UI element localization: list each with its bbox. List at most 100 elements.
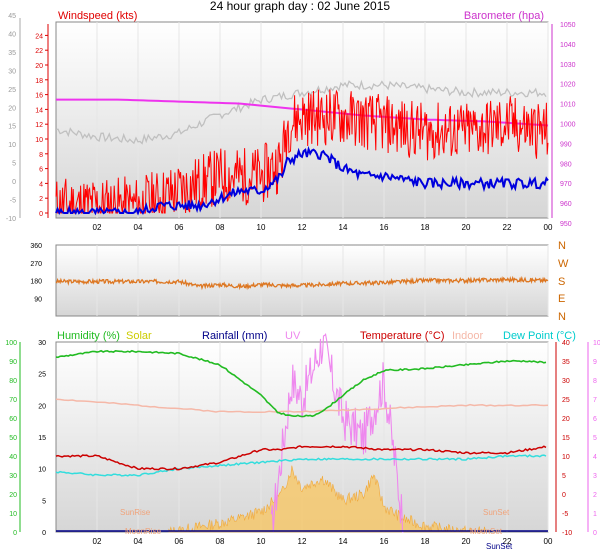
- x-tick-label: 10: [257, 223, 266, 232]
- series-line-humidity: [55, 349, 547, 418]
- barometer-tick: 960: [560, 201, 572, 208]
- series-line-uv: [270, 333, 404, 533]
- windspeed-tick: 14: [35, 107, 43, 114]
- windspeed-tick: 8: [39, 152, 43, 159]
- windspeed-tick: 24: [35, 33, 43, 40]
- outer-axis-tick: 15: [8, 124, 16, 131]
- humidity-tick: 40: [9, 454, 17, 461]
- left-tick: 5: [42, 498, 46, 505]
- page-title: 24 hour graph day : 02 June 2015: [209, 0, 391, 13]
- x-tick-label: 16: [380, 223, 389, 232]
- left-tick: 10: [38, 467, 46, 474]
- x-tick-label: 12: [298, 223, 307, 232]
- x-tick-label: 22: [503, 223, 512, 232]
- outer-axis-tick: 0: [12, 179, 16, 186]
- uv-tick: 8: [593, 378, 597, 385]
- barometer-tick: 1050: [560, 22, 576, 29]
- barometer-tick: 1000: [560, 121, 576, 128]
- temperature-tick: 25: [562, 397, 570, 404]
- sun-moon-annotation: SunSet: [486, 542, 513, 551]
- outer-axis-tick: -10: [6, 216, 16, 223]
- x-tick-label: 16: [380, 537, 389, 546]
- x-tick-label: 20: [462, 223, 471, 232]
- legend-entry: Solar: [126, 330, 152, 342]
- compass-label: W: [558, 258, 569, 270]
- temperature-tick: -10: [562, 530, 572, 537]
- temperature-tick: -5: [562, 511, 568, 518]
- humidity-tick: 70: [9, 397, 17, 404]
- x-tick-label: 08: [216, 223, 225, 232]
- humidity-tick: 30: [9, 473, 17, 480]
- barometer-tick: 1030: [560, 62, 576, 69]
- outer-axis-tick: 5: [12, 161, 16, 168]
- outer-axis-tick: 10: [8, 142, 16, 149]
- humidity-tick: 20: [9, 492, 17, 499]
- series-line-grey: [55, 79, 547, 145]
- humidity-tick: 10: [9, 511, 17, 518]
- legend-entry: Rainfall (mm): [202, 330, 267, 342]
- barometer-tick: 1020: [560, 82, 576, 89]
- temperature-tick: 20: [562, 416, 570, 423]
- sun-moon-annotation: MoonRise: [125, 527, 162, 536]
- x-tick-label: 02: [93, 223, 102, 232]
- outer-axis-tick: 45: [8, 13, 16, 20]
- x-tick-label: 14: [339, 537, 348, 546]
- sun-moon-annotation: MoonSet: [470, 527, 503, 536]
- uv-tick: 7: [593, 397, 597, 404]
- windspeed-tick: 20: [35, 63, 43, 70]
- temperature-tick: 5: [562, 473, 566, 480]
- temperature-tick: 40: [562, 340, 570, 347]
- direction-tick: 360: [30, 243, 42, 250]
- left-tick: 30: [38, 340, 46, 347]
- compass-label: N: [558, 311, 566, 323]
- barometer-tick: 970: [560, 181, 572, 188]
- x-tick-label: 20: [462, 537, 471, 546]
- left-tick: 20: [38, 403, 46, 410]
- uv-tick: 1: [593, 511, 597, 518]
- humidity-tick: 80: [9, 378, 17, 385]
- legend-entry: Indoor: [452, 330, 484, 342]
- x-tick-label: 12: [298, 537, 307, 546]
- left-tick: 15: [38, 435, 46, 442]
- temperature-tick: 0: [562, 492, 566, 499]
- left-tick: 0: [42, 530, 46, 537]
- series-line-temperature: [55, 445, 547, 471]
- windspeed-tick: 16: [35, 93, 43, 100]
- series-area-solar: [168, 465, 486, 534]
- x-tick-label: 10: [257, 537, 266, 546]
- barometer-axis-title: Barometer (hpa): [464, 10, 544, 22]
- compass-label: E: [558, 293, 565, 305]
- direction-tick: 270: [30, 261, 42, 268]
- uv-tick: 10: [593, 340, 600, 347]
- legend-entry: Humidity (%): [57, 330, 120, 342]
- sun-moon-annotation: SunSet: [483, 508, 510, 517]
- x-tick-label: 00: [544, 223, 553, 232]
- humidity-tick: 90: [9, 359, 17, 366]
- series-line-dewpoint: [55, 454, 547, 477]
- outer-axis-tick: 20: [8, 105, 16, 112]
- legend-entry: Dew Point (°C): [503, 330, 576, 342]
- left-tick: 25: [38, 372, 46, 379]
- x-tick-label: 06: [175, 537, 184, 546]
- series-line-blue: [55, 145, 549, 216]
- legend-entry: Temperature (°C): [360, 330, 444, 342]
- outer-axis-tick: 30: [8, 68, 16, 75]
- barometer-tick: 990: [560, 141, 572, 148]
- barometer-tick: 950: [560, 221, 572, 228]
- outer-axis-tick: -5: [10, 198, 16, 205]
- x-tick-label: 02: [93, 537, 102, 546]
- windspeed-axis-title: Windspeed (kts): [58, 10, 137, 22]
- x-tick-label: 18: [421, 223, 430, 232]
- x-tick-label: 04: [134, 537, 143, 546]
- series-line-direction: [55, 275, 549, 291]
- humidity-tick: 100: [5, 340, 17, 347]
- x-tick-label: 22: [503, 537, 512, 546]
- direction-tick: 180: [30, 279, 42, 286]
- sun-moon-annotation: SunRise: [120, 508, 151, 517]
- uv-tick: 9: [593, 359, 597, 366]
- legend-entry: UV: [285, 330, 301, 342]
- humidity-tick: 60: [9, 416, 17, 423]
- barometer-tick: 980: [560, 161, 572, 168]
